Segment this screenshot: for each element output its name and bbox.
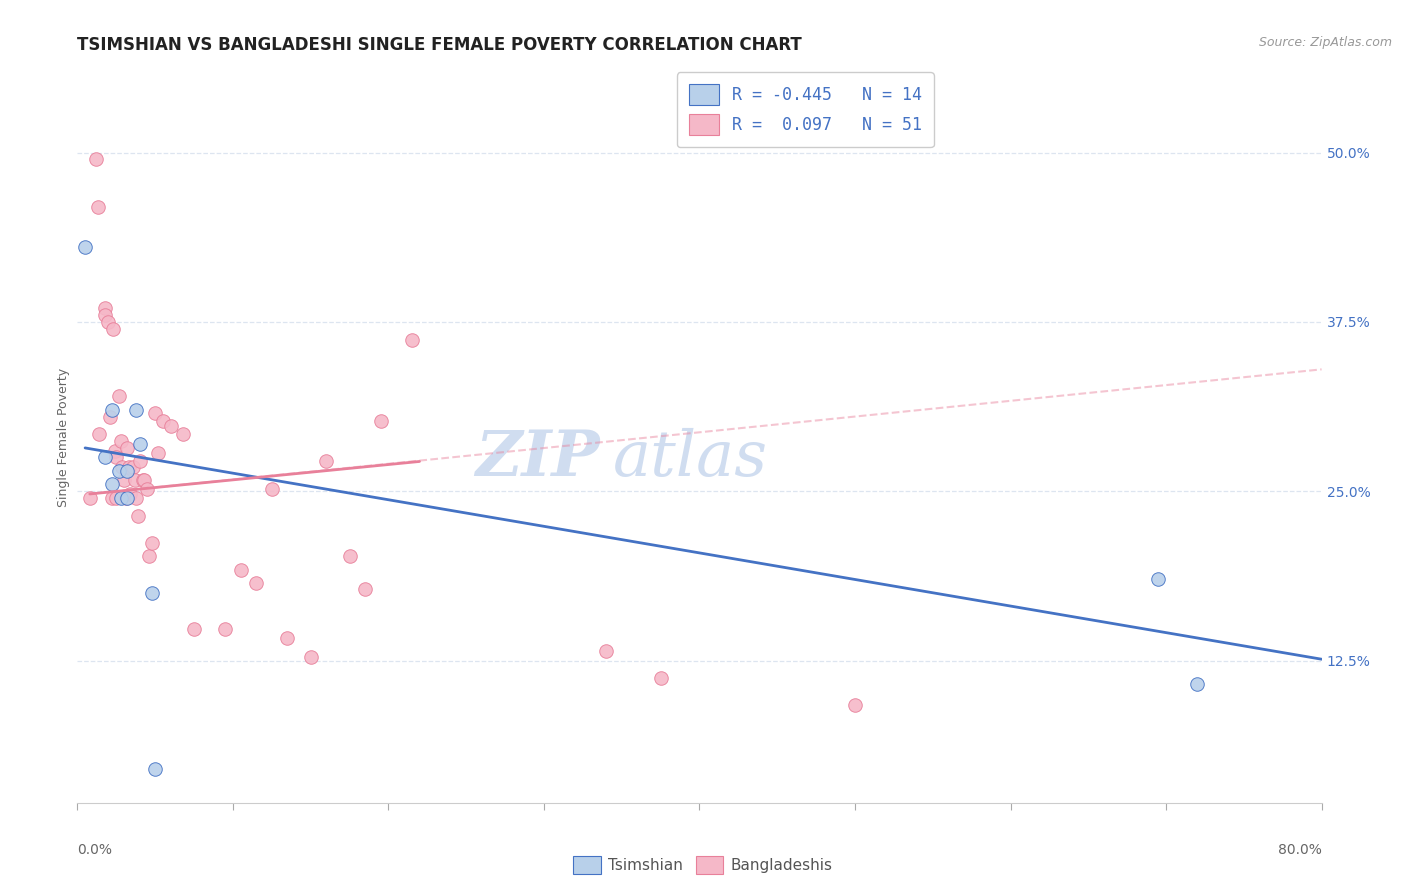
Point: [122, 459, 145, 474]
Point: [115, 441, 138, 455]
Point: [128, 437, 150, 451]
Point: [101, 322, 124, 336]
Point: [143, 406, 166, 420]
Text: TSIMSHIAN VS BANGLADESHI SINGLE FEMALE POVERTY CORRELATION CHART: TSIMSHIAN VS BANGLADESHI SINGLE FEMALE P…: [77, 36, 801, 54]
Text: atlas: atlas: [613, 428, 768, 490]
Point: [152, 414, 174, 428]
Point: [79, 491, 101, 505]
Point: [315, 454, 337, 468]
Point: [245, 576, 267, 591]
Point: [100, 403, 122, 417]
Point: [112, 474, 135, 488]
Text: 0.0%: 0.0%: [77, 843, 112, 857]
Point: [115, 464, 138, 478]
Point: [110, 434, 132, 449]
Point: [111, 459, 134, 474]
Point: [143, 762, 166, 776]
Point: [128, 454, 150, 468]
Point: [94, 308, 117, 322]
Point: [141, 535, 163, 549]
Point: [134, 474, 156, 488]
Point: [108, 464, 131, 478]
Point: [125, 491, 148, 505]
Point: [97, 315, 120, 329]
Point: [125, 403, 148, 417]
Point: [94, 301, 117, 316]
Point: [136, 482, 159, 496]
Point: [138, 549, 160, 564]
Point: [94, 450, 117, 465]
Point: [86, 200, 108, 214]
Point: [183, 623, 205, 637]
Point: [141, 586, 163, 600]
Point: [276, 631, 298, 645]
Text: Source: ZipAtlas.com: Source: ZipAtlas.com: [1258, 36, 1392, 49]
Point: [148, 446, 170, 460]
Point: [120, 487, 142, 501]
Point: [1187, 676, 1209, 690]
Point: [110, 491, 132, 505]
Point: [1147, 572, 1170, 586]
Point: [115, 491, 138, 505]
Point: [87, 427, 110, 442]
Point: [131, 474, 153, 488]
Point: [401, 333, 423, 347]
Point: [98, 409, 121, 424]
Point: [354, 582, 377, 596]
Point: [124, 474, 146, 488]
Legend: R = -0.445   N = 14, R =  0.097   N = 51: R = -0.445 N = 14, R = 0.097 N = 51: [678, 72, 934, 147]
Point: [100, 477, 122, 491]
Text: 80.0%: 80.0%: [1278, 843, 1322, 857]
Point: [339, 549, 361, 564]
Point: [100, 491, 122, 505]
Y-axis label: Single Female Poverty: Single Female Poverty: [58, 368, 70, 507]
Point: [172, 427, 194, 442]
Point: [105, 491, 128, 505]
Point: [229, 563, 252, 577]
Point: [84, 153, 107, 167]
Point: [299, 649, 322, 664]
Point: [370, 414, 392, 428]
Point: [650, 671, 672, 685]
Point: [595, 644, 617, 658]
Point: [118, 459, 141, 474]
Point: [844, 698, 866, 713]
Point: [159, 419, 181, 434]
Point: [127, 508, 149, 523]
Point: [105, 450, 128, 465]
Point: [114, 491, 136, 505]
Point: [75, 240, 97, 254]
Point: [260, 482, 283, 496]
Text: ZIP: ZIP: [475, 428, 600, 490]
Point: [214, 623, 236, 637]
Point: [108, 389, 131, 403]
Legend: Tsimshian, Bangladeshis: Tsimshian, Bangladeshis: [567, 850, 839, 880]
Point: [104, 443, 127, 458]
